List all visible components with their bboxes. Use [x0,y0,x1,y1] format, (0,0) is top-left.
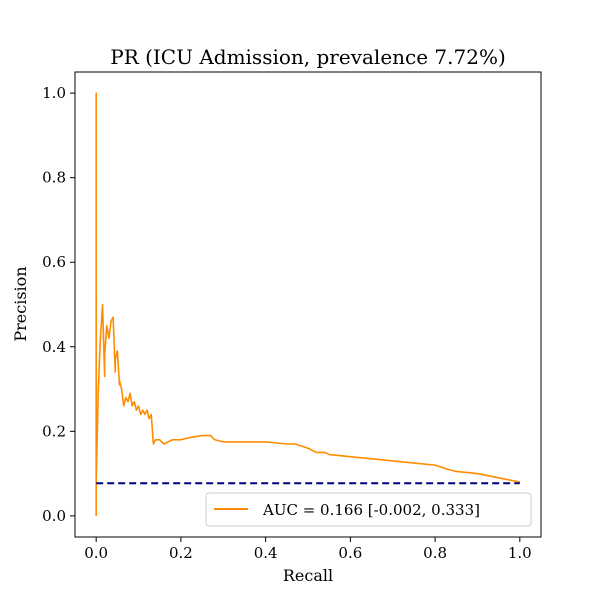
series-layer [95,92,520,516]
pr-curve-series [95,92,520,516]
plot-frame [74,71,542,538]
x-tick-label: 1.0 [508,544,532,562]
y-tick-label: 0.4 [42,338,66,356]
x-axis-label: Recall [283,566,333,585]
legend: AUC = 0.166 [-0.002, 0.333] [205,492,532,527]
y-tick-label: 0.8 [42,169,66,187]
legend-box [205,492,532,527]
y-axis-ticks: 0.0 0.2 0.4 0.6 0.8 1.0 [42,84,75,525]
plot-background [75,72,541,537]
x-axis-ticks: 0.0 0.2 0.4 0.6 0.8 1.0 [84,537,532,562]
x-tick-label: 0.2 [169,544,193,562]
y-tick-label: 0.0 [42,507,66,525]
x-tick-label: 0.0 [84,544,108,562]
y-axis-label: Precision [11,266,30,341]
x-tick-label: 0.6 [338,544,362,562]
plot-area [74,71,542,538]
y-tick-label: 1.0 [42,84,66,102]
y-tick-label: 0.2 [42,422,66,440]
chart-title: PR (ICU Admission, prevalence 7.72%) [110,45,506,69]
x-tick-label: 0.4 [254,544,278,562]
y-tick-label: 0.6 [42,253,66,271]
x-tick-label: 0.8 [423,544,447,562]
legend-label: AUC = 0.166 [-0.002, 0.333] [262,501,480,519]
